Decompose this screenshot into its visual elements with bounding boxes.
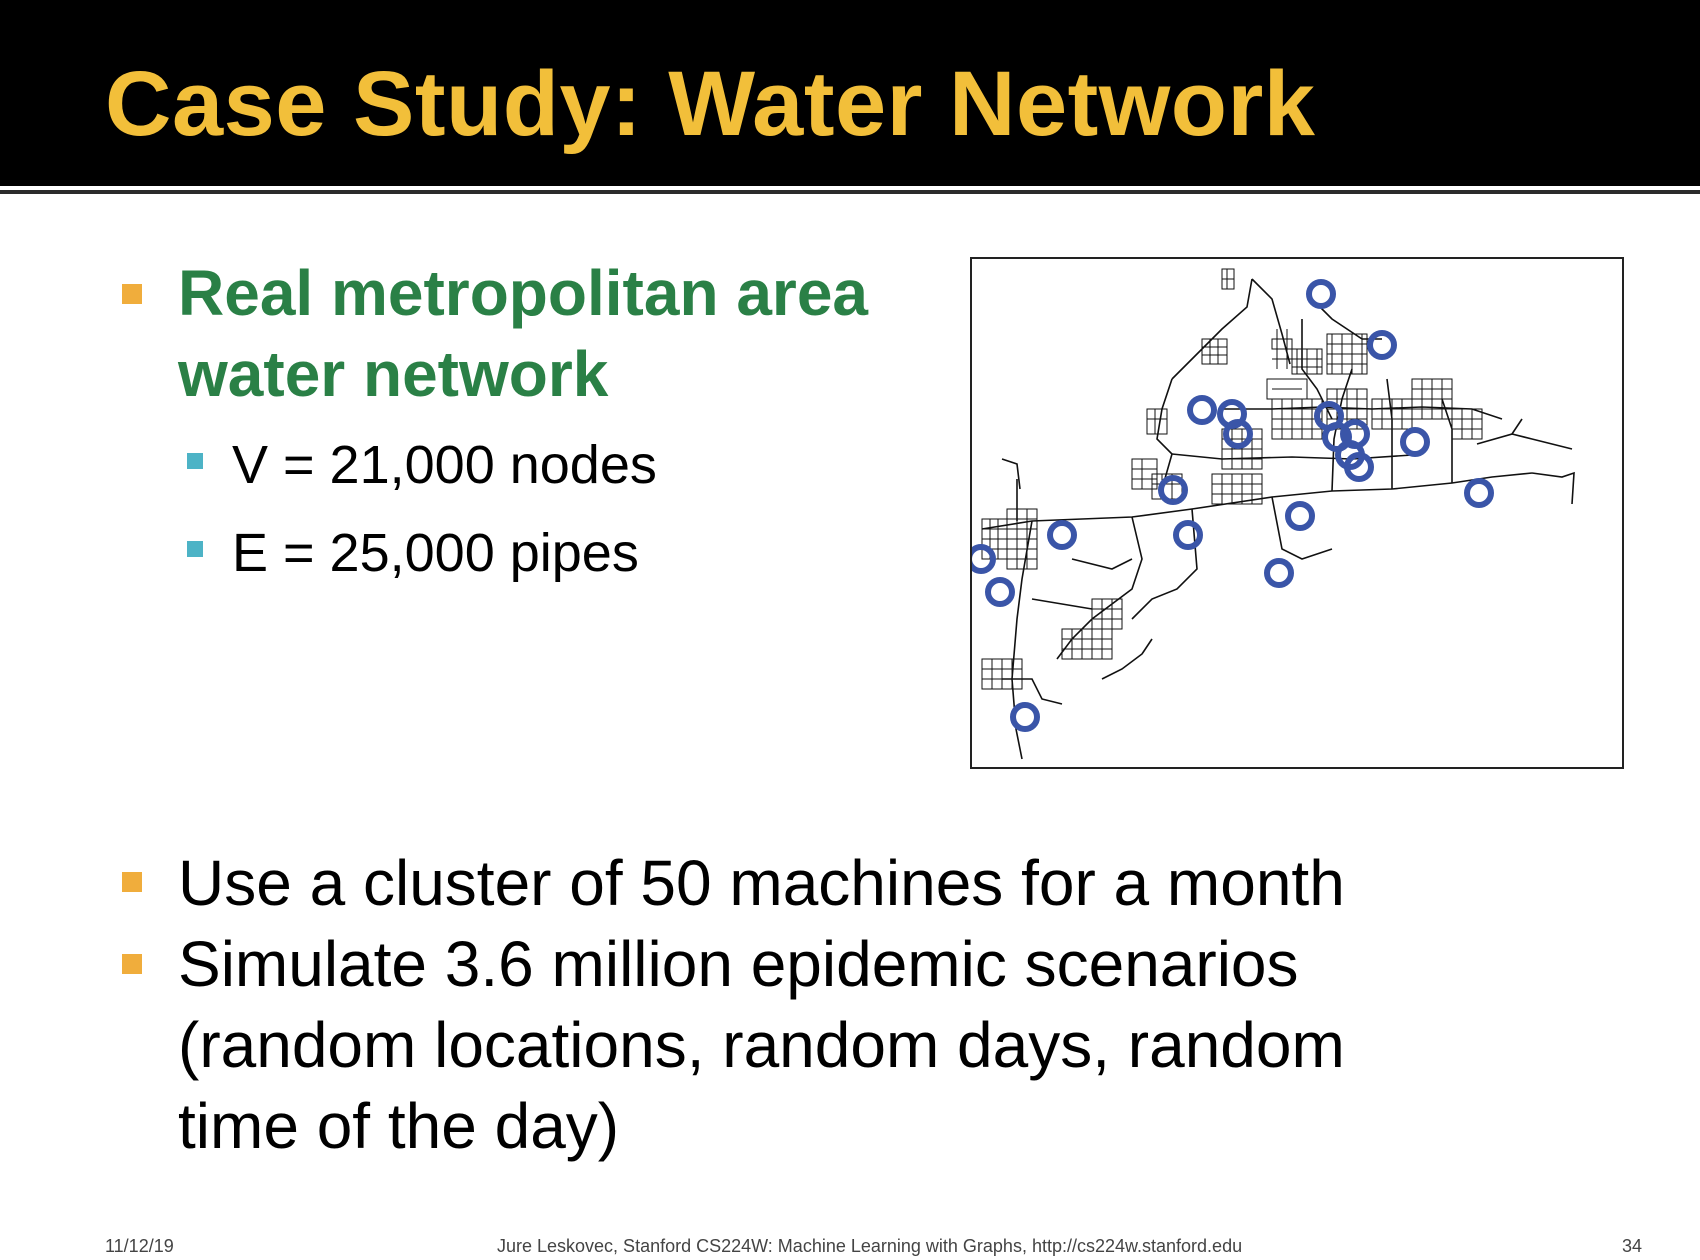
bullet-3-line-2: (random locations, random days, random (178, 1009, 1345, 1081)
bullet-2: Use a cluster of 50 machines for a month (178, 847, 1345, 919)
sensor-marker (1047, 520, 1077, 550)
page-number: 34 (1622, 1236, 1643, 1256)
bullet-marker (122, 954, 142, 974)
sub-bullet-nodes: V = 21,000 nodes (232, 435, 657, 495)
bullet-marker (122, 284, 142, 304)
slide-title: Case Study: Water Network (105, 53, 1316, 155)
sensor-marker (1173, 520, 1203, 550)
sensor-marker (1464, 478, 1494, 508)
network-drawing (966, 268, 1575, 760)
dense-pipe-clusters (981, 268, 1483, 690)
bullet-marker (122, 872, 142, 892)
subbullet-marker (187, 541, 203, 557)
subbullet-marker (187, 453, 203, 469)
sensor-marker (1158, 475, 1188, 505)
sensor-marker (1367, 330, 1397, 360)
bullet-3-line-3: time of the day) (178, 1090, 620, 1162)
footer-date: 11/12/19 (105, 1236, 174, 1256)
title-divider (0, 190, 1700, 194)
water-network-map (966, 257, 1624, 769)
bullet-1-line-1: Real metropolitan area (178, 257, 868, 329)
sensor-marker (1264, 558, 1294, 588)
footer-credit: Jure Leskovec, Stanford CS224W: Machine … (497, 1236, 1243, 1256)
bullet-3-line-1: Simulate 3.6 million epidemic scenarios (178, 928, 1299, 1000)
sensor-marker (1285, 501, 1315, 531)
title-bar: Case Study: Water Network (0, 0, 1700, 186)
sensor-marker (1010, 702, 1040, 732)
sensor-marker (1400, 427, 1430, 457)
sensor-marker (985, 577, 1015, 607)
sensor-marker (1223, 419, 1253, 449)
sensor-marker (1306, 279, 1336, 309)
sensor-marker (1187, 395, 1217, 425)
pipe-network (981, 278, 1575, 760)
sub-bullet-pipes: E = 25,000 pipes (232, 523, 639, 583)
sensor-marker (1344, 452, 1374, 482)
sensor-locations (966, 279, 1494, 732)
bullet-1-line-2: water network (178, 338, 609, 410)
